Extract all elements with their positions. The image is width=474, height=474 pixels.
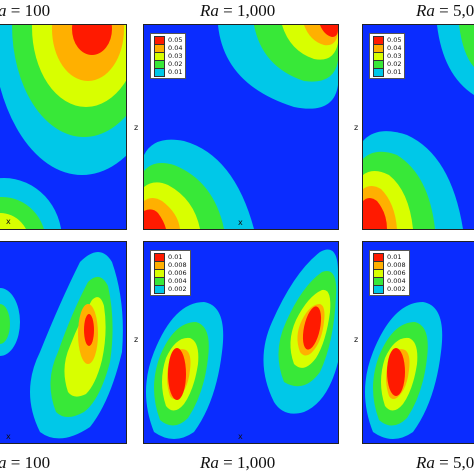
z-axis-label: z [354, 335, 359, 344]
legend-top-right: 0.05 0.04 0.03 0.02 0.01 [369, 33, 406, 79]
contour-panel-top-left: x [0, 24, 127, 230]
legend-bottom-middle: 0.01 0.008 0.006 0.004 0.002 [150, 250, 191, 296]
z-axis-label: z [134, 335, 139, 344]
contour-plot-bottom-right [365, 302, 443, 439]
x-axis-label: x [238, 432, 243, 441]
contour-panel-top-right: 0.05 0.04 0.03 0.02 0.01 [362, 24, 474, 230]
caption-bottom-right: Ra = 5,0 [416, 453, 474, 472]
contour-plot-top-right [363, 25, 474, 229]
caption-top-left: a = 100 [0, 1, 51, 20]
caption-bottom-middle: Ra = 1,000 [200, 453, 276, 472]
x-axis-label: x [238, 218, 243, 227]
contour-panel-bottom-left: x [0, 241, 127, 444]
legend-bottom-right: 0.01 0.008 0.006 0.004 0.002 [369, 250, 410, 296]
caption-top-middle: Ra = 1,000 [200, 1, 276, 20]
contour-plot-bottom-middle [146, 249, 338, 439]
contour-plot-top-middle [144, 25, 338, 229]
z-axis-label: z [354, 123, 359, 132]
contour-panel-top-middle: 0.05 0.04 0.03 0.02 0.01 x [143, 24, 339, 230]
x-axis-label: x [6, 432, 11, 441]
z-axis-label: z [134, 123, 139, 132]
contour-panel-bottom-right: 0.01 0.008 0.006 0.004 0.002 [362, 241, 474, 444]
caption-top-right: Ra = 5,0 [416, 1, 474, 20]
contour-panel-bottom-middle: 0.01 0.008 0.006 0.004 0.002 x [143, 241, 339, 444]
caption-bottom-left: a = 100 [0, 453, 51, 472]
contour-plot-bottom-left [0, 252, 123, 439]
legend-top-middle: 0.05 0.04 0.03 0.02 0.01 [150, 33, 187, 79]
contour-plot-top-left [0, 25, 126, 229]
x-axis-label: x [6, 217, 11, 226]
